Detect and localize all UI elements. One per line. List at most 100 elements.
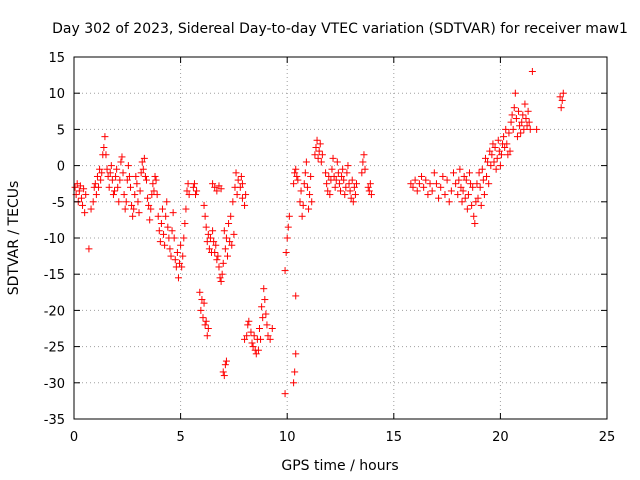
data-point	[322, 169, 330, 177]
data-point	[460, 172, 468, 180]
data-point	[428, 187, 436, 195]
y-tick-label: 15	[48, 51, 65, 66]
data-point	[123, 176, 131, 184]
data-point	[475, 169, 483, 177]
data-point	[339, 165, 347, 173]
data-point	[152, 176, 160, 184]
data-point	[91, 180, 99, 188]
data-point	[203, 238, 211, 246]
data-point	[227, 212, 235, 220]
data-point	[473, 180, 481, 188]
data-point	[455, 176, 463, 184]
y-tick-label: 0	[57, 160, 65, 175]
data-point	[415, 180, 423, 188]
data-point	[259, 314, 267, 322]
data-point	[119, 169, 127, 177]
data-point	[290, 180, 298, 188]
data-point	[350, 183, 358, 191]
data-point	[132, 172, 140, 180]
data-point	[343, 169, 351, 177]
axis-ticks	[73, 56, 608, 420]
data-point	[462, 176, 470, 184]
data-point	[517, 129, 525, 137]
data-point	[301, 169, 309, 177]
data-point	[472, 198, 480, 206]
data-point	[171, 256, 179, 264]
data-point	[252, 350, 260, 358]
data-point	[513, 133, 521, 141]
data-point	[87, 205, 95, 213]
data-point	[411, 176, 419, 184]
data-point	[291, 368, 299, 376]
data-point	[465, 169, 473, 177]
data-point	[329, 154, 337, 162]
data-point	[182, 205, 190, 213]
data-point	[254, 346, 262, 354]
data-point	[424, 191, 432, 199]
data-point	[141, 172, 149, 180]
data-point	[474, 194, 482, 202]
data-point	[487, 162, 495, 170]
data-point	[409, 183, 417, 191]
data-point	[264, 332, 272, 340]
data-point	[340, 176, 348, 184]
data-point	[492, 165, 500, 173]
data-point	[348, 176, 356, 184]
x-tick-label: 20	[492, 430, 509, 445]
data-point	[361, 165, 369, 173]
data-point	[211, 183, 219, 191]
data-point	[139, 165, 147, 173]
data-point	[470, 212, 478, 220]
data-point	[177, 241, 185, 249]
y-tick-label: -15	[44, 268, 65, 283]
data-point	[116, 176, 124, 184]
data-point	[459, 187, 467, 195]
data-point	[341, 191, 349, 199]
data-point	[238, 180, 246, 188]
data-point	[367, 191, 375, 199]
data-point	[176, 259, 184, 267]
data-point	[118, 153, 126, 161]
data-point	[161, 241, 169, 249]
data-point	[130, 205, 138, 213]
data-point	[111, 187, 119, 195]
data-point	[247, 328, 255, 336]
y-tick-label: -25	[44, 341, 65, 356]
data-point	[82, 191, 90, 199]
data-point	[490, 158, 498, 166]
data-point	[248, 339, 256, 347]
data-point	[216, 274, 224, 282]
data-point	[219, 368, 227, 376]
data-point	[467, 180, 475, 188]
data-point	[107, 162, 115, 170]
data-point	[557, 104, 565, 112]
data-point	[457, 183, 465, 191]
data-point	[533, 125, 541, 133]
data-point	[519, 111, 527, 119]
data-point	[365, 187, 373, 195]
data-point	[136, 187, 144, 195]
data-point	[311, 151, 319, 159]
data-point	[299, 201, 307, 209]
data-point	[222, 234, 230, 242]
data-point	[500, 133, 508, 141]
data-point	[360, 151, 368, 159]
data-point	[204, 325, 212, 332]
data-point	[263, 321, 271, 329]
data-point	[479, 176, 487, 184]
data-point	[520, 125, 528, 133]
data-point	[135, 209, 143, 217]
data-point	[197, 306, 205, 314]
data-point	[445, 198, 453, 206]
data-point	[439, 172, 447, 180]
data-point	[437, 183, 445, 191]
data-point	[485, 180, 493, 188]
data-point	[140, 154, 148, 162]
data-point	[284, 223, 292, 231]
data-point	[158, 205, 166, 213]
data-point	[131, 191, 139, 199]
data-point	[509, 125, 517, 133]
y-tick-label: -5	[52, 196, 65, 211]
data-point	[201, 321, 209, 329]
data-point	[342, 183, 350, 191]
